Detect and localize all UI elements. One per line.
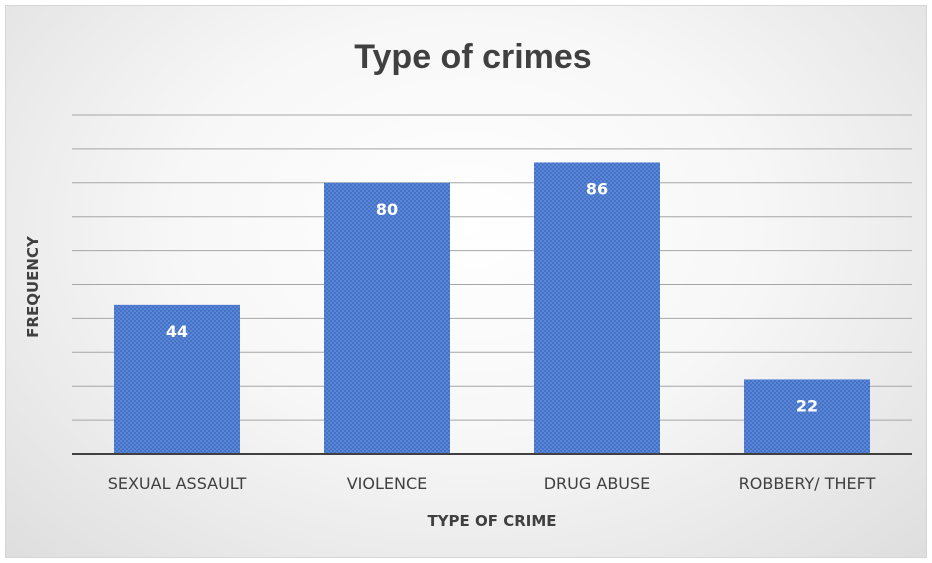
x-tick-label: SEXUAL ASSAULT: [108, 474, 247, 493]
x-tick-labels: SEXUAL ASSAULT VIOLENCE DRUG ABUSE ROBBERY/…: [108, 474, 876, 493]
bar-sexual-assault: [114, 304, 240, 454]
y-axis-label: FREQUENCY: [24, 235, 42, 338]
x-tick-label: VIOLENCE: [347, 474, 428, 493]
x-axis-label: TYPE OF CRIME: [427, 512, 556, 530]
chart-title: Type of crimes: [354, 38, 591, 76]
chart-frame: [5, 5, 927, 558]
bar-robbery-theft: [744, 379, 870, 454]
data-label: 44: [166, 322, 188, 341]
bar-drug-abuse: [534, 162, 660, 454]
data-label: 80: [376, 200, 398, 219]
bar-violence: [324, 182, 450, 455]
bars: 44 80 86 22: [114, 162, 870, 455]
data-label: 22: [796, 396, 818, 415]
data-label: 86: [586, 179, 608, 198]
x-tick-label: DRUG ABUSE: [544, 474, 651, 493]
x-tick-label: ROBBERY/ THEFT: [739, 474, 876, 493]
